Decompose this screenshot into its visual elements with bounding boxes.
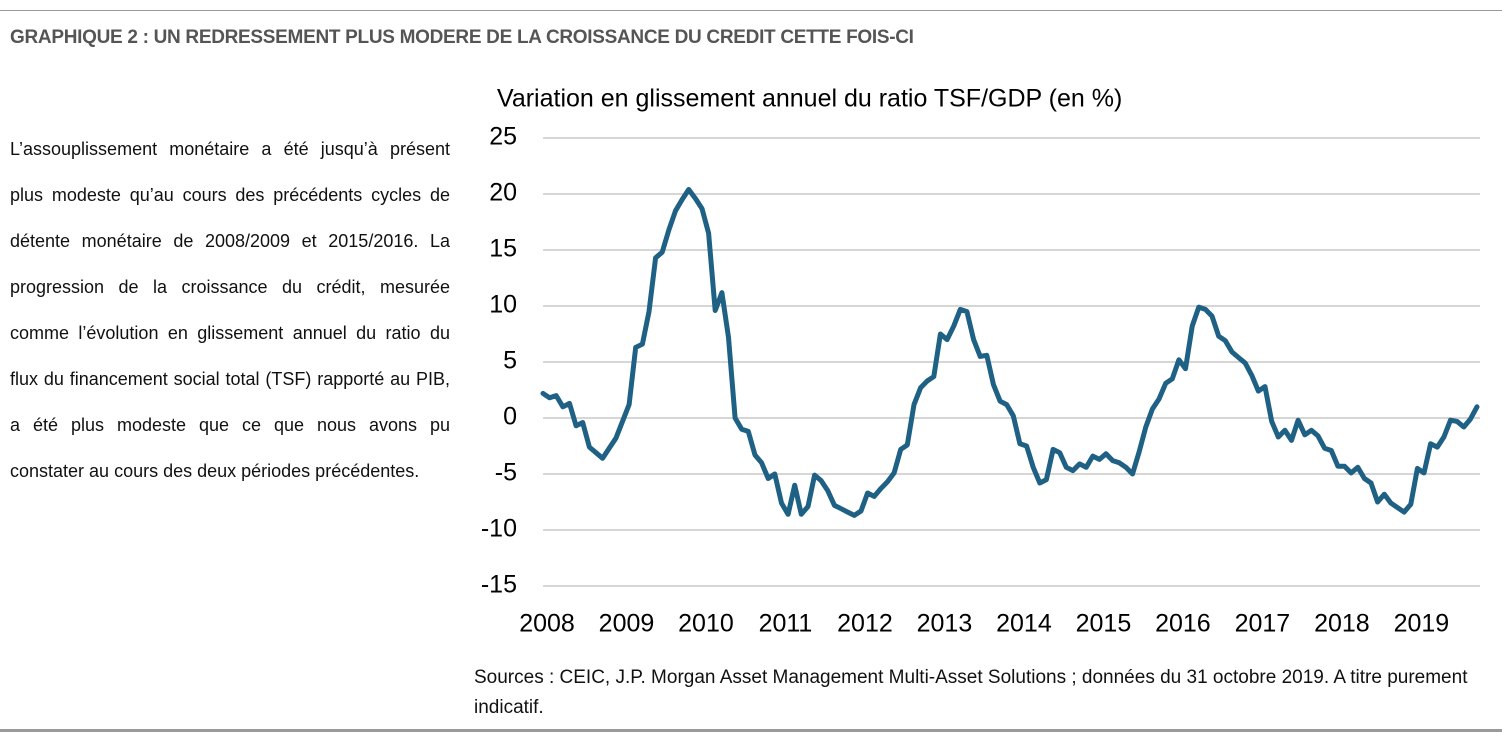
x-tick-label: 2009 [599, 610, 655, 638]
y-tick-label: 0 [503, 403, 517, 431]
sources: Sources : CEIC, J.P. Morgan Asset Manage… [474, 667, 1468, 718]
x-tick-label: 2008 [519, 610, 575, 638]
chart-title: Variation en glissement annuel du ratio … [497, 85, 1122, 113]
x-tick-label: 2018 [1314, 610, 1370, 638]
x-tick-label: 2012 [837, 610, 893, 638]
paragraph: L’assouplissement monétaire a été jusqu’… [10, 139, 450, 481]
x-tick-label: 2015 [1076, 610, 1132, 638]
top-rule [0, 10, 1502, 11]
data-line [540, 187, 1480, 518]
x-tick-label: 2011 [759, 610, 813, 638]
header-title: GRAPHIQUE 2 : UN REDRESSEMENT PLUS MODER… [10, 27, 914, 48]
x-tick-label: 2014 [996, 610, 1052, 638]
y-tick-label: 5 [503, 347, 517, 375]
y-tick-label: 15 [489, 235, 517, 263]
x-tick-label: 2016 [1155, 610, 1211, 638]
x-tick-label: 2013 [917, 610, 973, 638]
y-tick-label: 10 [489, 291, 517, 319]
x-tick-label: 2019 [1394, 610, 1450, 638]
y-tick-label: -10 [481, 515, 517, 543]
x-tick-label: 2010 [678, 610, 734, 638]
y-tick-label: 25 [489, 123, 517, 151]
x-tick-label: 2017 [1235, 610, 1291, 638]
y-tick-label: 20 [489, 179, 517, 207]
y-tick-label: -5 [495, 459, 517, 487]
chart: Variation en glissement annuel du ratio … [481, 85, 1480, 638]
bottom-rule [0, 729, 1502, 732]
y-tick-label: -15 [481, 571, 517, 599]
